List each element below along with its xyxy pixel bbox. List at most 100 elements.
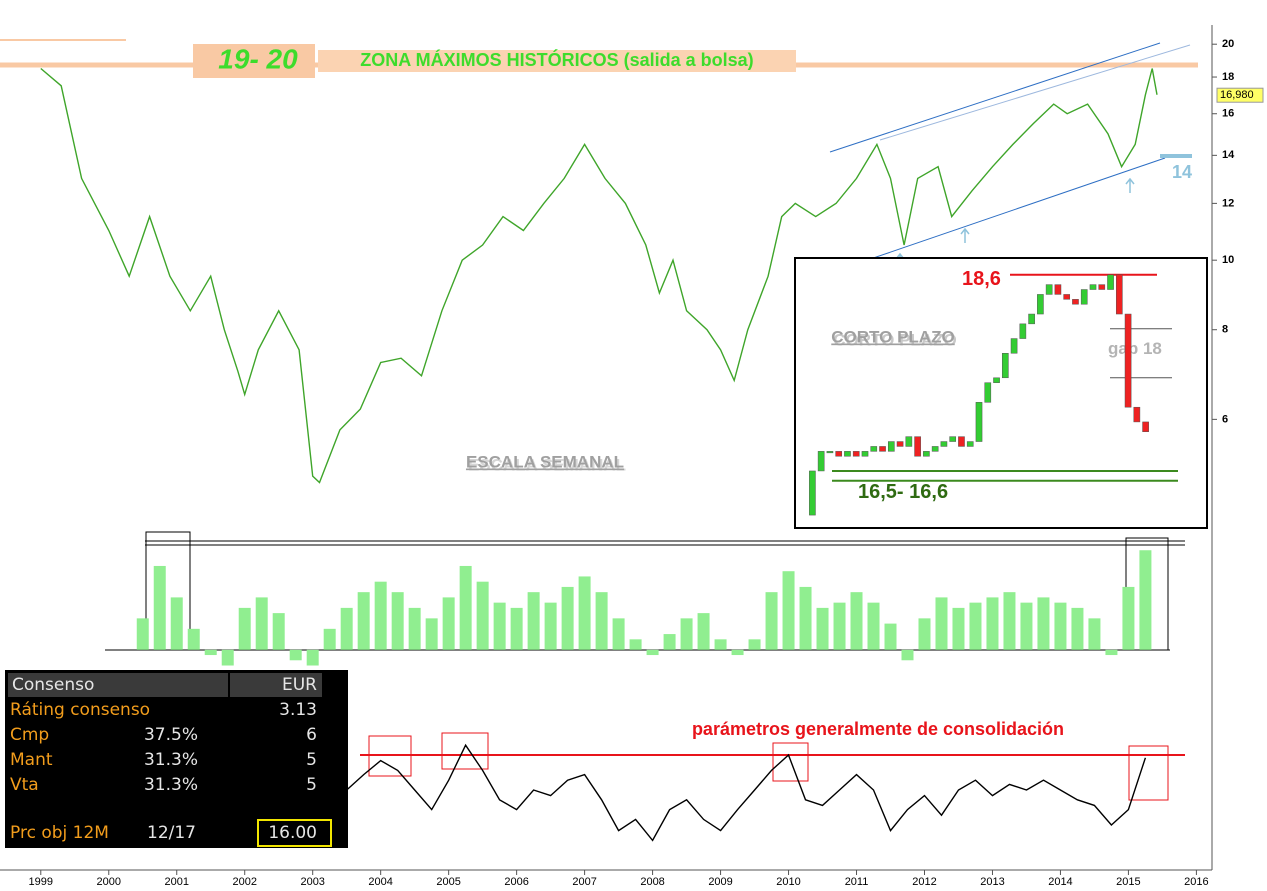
histogram-bar — [221, 649, 234, 666]
histogram-bar — [595, 592, 608, 650]
histogram-bar — [629, 639, 642, 650]
x-tick-label: 2000 — [97, 876, 121, 888]
histogram-bar — [255, 597, 268, 650]
y-tick-label: 18 — [1222, 71, 1234, 83]
cell: 37.5% — [144, 725, 198, 745]
candle — [1028, 313, 1035, 325]
y-tick-label: 10 — [1222, 254, 1234, 266]
candle — [1037, 294, 1044, 315]
gap-label: gap 18 — [1108, 339, 1162, 358]
histogram-bar — [425, 618, 438, 650]
price-pane: 19- 20 ZONA MÁXIMOS HISTÓRICOS (salida a… — [0, 25, 1264, 888]
candle — [1045, 284, 1053, 295]
histogram-bar — [850, 592, 863, 650]
annotation: parámetros generalmente de consolidación — [692, 719, 1064, 739]
candle — [1080, 289, 1088, 305]
histogram-bar — [782, 571, 795, 650]
inset-pane: CORTO PLAZO CORTO PLAZO 18,616,5- 16,6ga… — [794, 257, 1208, 529]
y-tick-label: 16 — [1222, 108, 1234, 120]
histogram-bar — [833, 602, 846, 650]
oscillator-pane: parámetros generalmente de consolidación — [0, 719, 1212, 871]
candle — [1133, 406, 1141, 423]
y-tick-label: 8 — [1222, 324, 1228, 336]
highlight-box — [1128, 745, 1169, 801]
x-tick-label: 2008 — [640, 876, 664, 888]
candle — [1142, 421, 1149, 432]
candle — [949, 436, 957, 442]
x-tick-label: 2003 — [300, 876, 324, 888]
channel-line — [829, 42, 1161, 153]
histogram-bar — [748, 639, 761, 650]
candle — [887, 441, 895, 452]
candle — [809, 470, 816, 516]
candle — [896, 441, 904, 447]
cell: 12/17 — [147, 823, 196, 843]
histogram-bar — [986, 597, 999, 650]
histogram-bar — [306, 649, 319, 666]
inset-title-shadow: CORTO PLAZO — [833, 330, 956, 349]
annotation-box — [193, 44, 315, 78]
candle — [914, 436, 921, 457]
row-label: Vta — [10, 775, 39, 795]
histogram-bar — [544, 602, 557, 650]
histogram-bar — [357, 592, 370, 650]
candle — [931, 446, 939, 452]
histogram-bar — [1054, 602, 1067, 650]
histogram-bar — [238, 607, 251, 650]
histogram-bar — [408, 607, 421, 650]
annotation-box — [318, 50, 796, 72]
price-line — [346, 743, 1147, 842]
x-tick-label: 2006 — [504, 876, 528, 888]
x-tick-label: 2014 — [1048, 876, 1072, 888]
candle — [1054, 284, 1062, 295]
histogram-bar — [867, 602, 880, 650]
histogram-bar — [697, 613, 710, 650]
cell: 31.3% — [144, 750, 198, 770]
candle — [861, 451, 869, 457]
cell: 5 — [306, 775, 317, 795]
histogram-bar — [323, 628, 336, 650]
x-tick-label: 2013 — [980, 876, 1004, 888]
histogram-bar — [969, 602, 982, 650]
histogram-bar — [731, 649, 744, 656]
x-tick-label: 2010 — [776, 876, 800, 888]
histogram-bar — [1071, 607, 1084, 650]
annotation: 14 — [1172, 162, 1192, 182]
histogram-bar — [1037, 597, 1050, 650]
histogram-bar — [170, 597, 183, 650]
histogram-bar — [153, 565, 166, 650]
histogram-bar — [136, 618, 149, 650]
candle — [1063, 294, 1071, 300]
histogram-bar — [340, 607, 353, 650]
histogram-bar — [765, 592, 778, 650]
histogram-bar — [374, 581, 387, 650]
consensus-table: Consenso EUR Ráting consenso 3.13 Cmp 37… — [5, 670, 348, 848]
histogram-bar — [680, 618, 693, 650]
histogram-bar — [493, 602, 506, 650]
candle — [1010, 338, 1018, 354]
header-cell — [8, 673, 228, 697]
candle — [879, 446, 886, 452]
channel-line — [879, 44, 1191, 141]
annotation: 19- 20 — [218, 43, 298, 74]
candle — [1089, 284, 1097, 290]
annotation: ESCALA SEMANAL — [466, 452, 624, 471]
candle — [1124, 313, 1132, 408]
histogram-bar — [289, 649, 302, 661]
candle — [1107, 274, 1114, 290]
histogram-bar — [1122, 586, 1135, 650]
histogram-bar — [816, 607, 829, 650]
last-price-label: 16,980 — [1220, 89, 1254, 101]
histogram-bar — [714, 639, 727, 650]
highlight-box — [145, 531, 191, 651]
candle — [835, 451, 843, 457]
histogram-bar — [1003, 592, 1016, 650]
x-tick-label: 1999 — [29, 876, 53, 888]
candle — [1001, 353, 1009, 379]
histogram-bar — [578, 576, 591, 650]
inset-frame — [794, 257, 1208, 529]
resistance-label: 18,6 — [962, 268, 1001, 290]
last-price-box — [1216, 87, 1264, 103]
